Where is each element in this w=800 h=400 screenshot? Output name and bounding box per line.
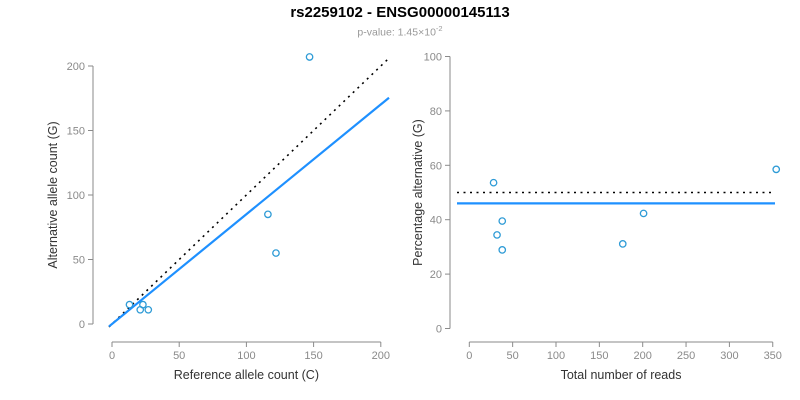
right-y-tick-label: 80 [430,106,442,118]
p-value-text: p-value: 1.45×10 [357,26,436,39]
left-x-tick-label: 200 [372,350,390,362]
left-data-point [305,53,314,61]
left-data-point [264,210,272,219]
right-x-tick-label: 350 [764,350,782,362]
left-y-tick-label: 100 [67,190,85,202]
right-data-point [498,246,507,254]
right-y-tick-label: 60 [430,160,442,172]
left-y-tick-label: 50 [73,255,85,267]
left-data-point [144,305,153,314]
left-data-point [125,300,134,309]
left-y-axis-title: Alternative allele count (G) [46,121,60,268]
page-title: rs2259102 - ENSG00000145113 [290,4,510,21]
left-x-tick-label: 100 [237,350,255,362]
left-y-tick-label: 0 [79,319,85,331]
right-x-tick-label: 300 [720,350,738,362]
right-y-tick-label: 40 [430,215,442,227]
right-x-tick-label: 100 [547,350,565,362]
left-x-tick-label: 150 [304,350,322,362]
left-data-point [272,249,280,257]
left-y-tick-label: 150 [67,126,85,138]
left-y-tick-label: 200 [67,61,85,73]
right-x-tick-label: 250 [677,350,695,362]
right-x-tick-label: 150 [590,350,608,362]
left-expected-line [108,57,390,328]
right-x-tick-label: 50 [507,350,519,362]
p-value-exponent: -2 [435,24,443,33]
right-data-point [489,178,498,187]
right-x-tick-label: 0 [466,350,472,362]
right-y-tick-label: 20 [430,269,442,281]
right-y-axis-title: Percentage alternative (G) [411,119,425,266]
left-data-point [139,300,147,309]
right-x-axis-title: Total number of reads [561,368,682,382]
left-x-tick-label: 0 [109,350,115,362]
right-y-tick-label: 100 [424,52,442,64]
right-x-tick-label: 200 [634,350,652,362]
right-data-point [772,165,781,174]
right-data-point [639,209,648,218]
right-data-point [493,231,501,239]
p-value-subtitle: p-value: 1.45×10-2 [0,24,800,39]
right-y-tick-label: 0 [436,324,442,336]
left-x-tick-label: 50 [173,350,185,362]
right-data-point [618,240,627,248]
left-fit-line [108,96,390,328]
right-data-point [498,217,507,225]
left-x-axis-title: Reference allele count (C) [174,368,319,382]
